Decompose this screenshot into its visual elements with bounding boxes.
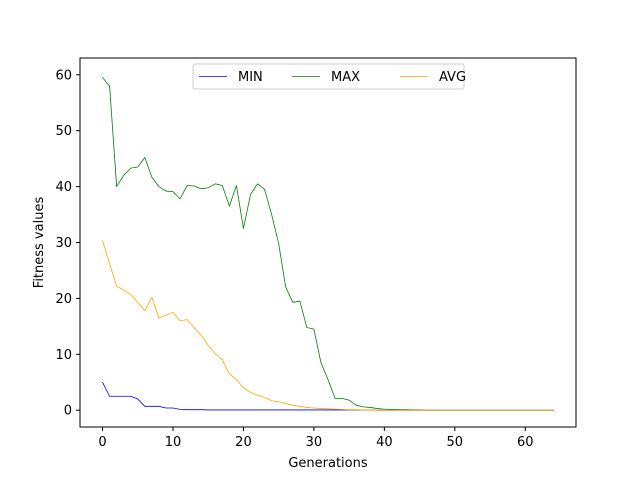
y-tick-label: 40 [55,180,72,195]
plot-lines [101,77,554,411]
series-line-avg [102,240,554,411]
x-tick-label: 20 [235,435,252,450]
x-tick-label: 60 [517,435,534,450]
x-tick-label: 0 [98,435,106,450]
y-tick-label: 60 [55,68,72,83]
y-tick-label: 10 [55,348,72,363]
x-tick-label: 10 [165,435,182,450]
legend-label-min: MIN [238,70,263,85]
x-axis-label: Generations [288,456,368,471]
y-axis: 0 10 20 30 40 50 60 [55,68,80,419]
y-tick-label: 50 [55,124,72,139]
x-tick-label: 40 [376,435,393,450]
x-tick-label: 30 [306,435,323,450]
y-tick-label: 20 [55,292,72,307]
legend-label-max: MAX [331,70,360,85]
x-tick-label: 50 [447,435,464,450]
y-axis-label: Fitness values [32,197,47,289]
y-tick-label: 30 [55,236,72,251]
y-tick-label: 0 [64,404,72,419]
legend: MIN MAX AVG [192,63,466,90]
legend-box [192,63,465,90]
legend-label-avg: AVG [439,70,466,85]
x-axis: 0 10 20 30 40 50 60 [98,427,534,450]
